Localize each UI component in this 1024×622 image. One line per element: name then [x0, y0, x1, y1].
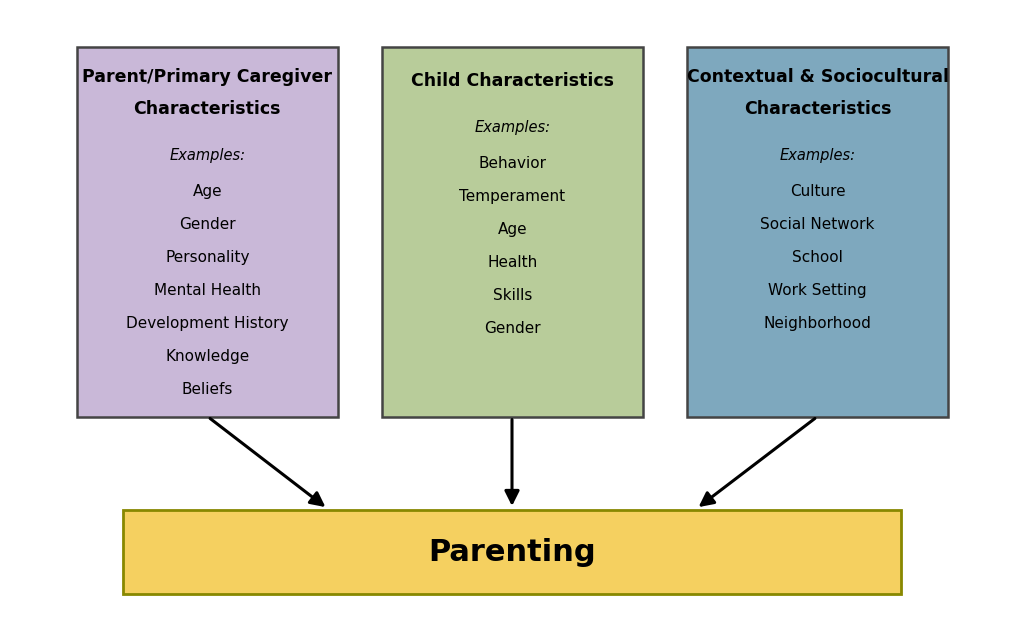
FancyBboxPatch shape	[123, 510, 901, 594]
Text: Temperament: Temperament	[460, 189, 565, 204]
Text: Development History: Development History	[126, 316, 289, 331]
Text: Characteristics: Characteristics	[133, 100, 282, 118]
Text: Parenting: Parenting	[428, 537, 596, 567]
Text: Age: Age	[193, 184, 222, 199]
Text: Contextual & Sociocultural: Contextual & Sociocultural	[687, 68, 948, 85]
Text: Examples:: Examples:	[779, 148, 856, 163]
Text: Neighborhood: Neighborhood	[764, 316, 871, 331]
Text: Work Setting: Work Setting	[768, 283, 867, 298]
Text: Skills: Skills	[493, 288, 532, 303]
Text: Examples:: Examples:	[474, 120, 551, 135]
Text: Personality: Personality	[165, 250, 250, 265]
Text: School: School	[793, 250, 843, 265]
Text: Behavior: Behavior	[478, 156, 547, 171]
Text: Knowledge: Knowledge	[165, 349, 250, 364]
Text: Examples:: Examples:	[169, 148, 246, 163]
FancyBboxPatch shape	[77, 47, 338, 417]
FancyBboxPatch shape	[687, 47, 948, 417]
Text: Age: Age	[498, 222, 527, 237]
Text: Health: Health	[487, 255, 538, 270]
Text: Parent/Primary Caregiver: Parent/Primary Caregiver	[82, 68, 333, 85]
Text: Child Characteristics: Child Characteristics	[411, 72, 614, 90]
FancyBboxPatch shape	[382, 47, 643, 417]
Text: Mental Health: Mental Health	[154, 283, 261, 298]
Text: Gender: Gender	[179, 217, 236, 232]
Text: Social Network: Social Network	[761, 217, 874, 232]
Text: Culture: Culture	[790, 184, 846, 199]
Text: Gender: Gender	[484, 321, 541, 336]
Text: Characteristics: Characteristics	[743, 100, 892, 118]
Text: Beliefs: Beliefs	[181, 382, 233, 397]
